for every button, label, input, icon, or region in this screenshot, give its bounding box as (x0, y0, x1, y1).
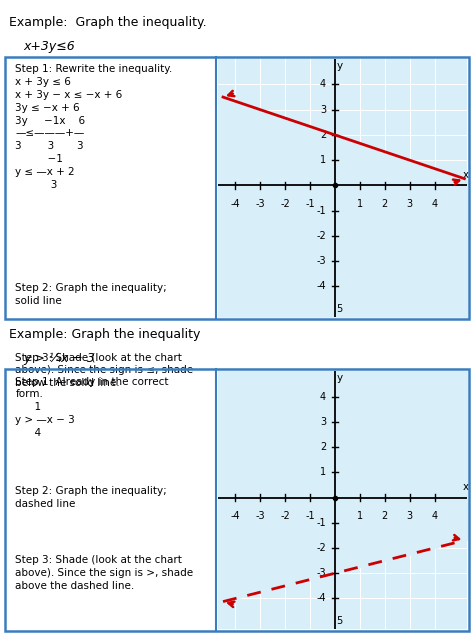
Text: 3: 3 (320, 417, 326, 427)
Text: -3: -3 (317, 568, 326, 578)
Text: 1: 1 (320, 155, 326, 165)
Text: Step 3: Shade (look at the chart
above). Since the sign is >, shade
above the da: Step 3: Shade (look at the chart above).… (15, 555, 193, 591)
Text: -1: -1 (317, 518, 326, 527)
Text: y: y (337, 61, 343, 71)
Text: 1: 1 (357, 511, 363, 521)
Text: -4: -4 (231, 511, 240, 521)
Text: -2: -2 (316, 543, 326, 553)
Text: 3: 3 (407, 199, 413, 209)
Text: -4: -4 (317, 594, 326, 603)
Text: 1: 1 (320, 468, 326, 477)
Text: 4: 4 (431, 511, 438, 521)
Text: 2: 2 (382, 511, 388, 521)
Text: -2: -2 (316, 231, 326, 241)
Text: 1: 1 (357, 199, 363, 209)
Text: Step 1: Rewrite the inequality.
x + 3y ≤ 6
x + 3y − x ≤ −x + 6
3y ≤ −x + 6
3y   : Step 1: Rewrite the inequality. x + 3y ≤… (15, 64, 173, 190)
Text: 2: 2 (382, 199, 388, 209)
Text: Step 2: Graph the inequality;
solid line: Step 2: Graph the inequality; solid line (15, 283, 167, 306)
Text: -1: -1 (317, 206, 326, 215)
Text: x: x (463, 482, 469, 492)
Text: 5: 5 (337, 616, 343, 626)
Text: -3: -3 (255, 199, 265, 209)
Text: -4: -4 (317, 282, 326, 291)
Text: 4: 4 (320, 80, 326, 89)
Text: 3: 3 (320, 104, 326, 115)
Text: 3: 3 (407, 511, 413, 521)
Text: -3: -3 (255, 511, 265, 521)
Text: x+3y≤6: x+3y≤6 (24, 39, 75, 53)
Text: -2: -2 (280, 199, 290, 209)
Text: x: x (463, 169, 469, 180)
Text: -2: -2 (280, 511, 290, 521)
Text: -4: -4 (231, 199, 240, 209)
Text: -1: -1 (305, 511, 315, 521)
Text: Example:  Graph the inequality.: Example: Graph the inequality. (9, 16, 207, 29)
Text: Step 3: Shade (look at the chart
above). Since the sign is ≤, shade
below the so: Step 3: Shade (look at the chart above).… (15, 353, 193, 388)
Text: Step 2: Graph the inequality;
dashed line: Step 2: Graph the inequality; dashed lin… (15, 486, 167, 509)
Text: 4: 4 (431, 199, 438, 209)
Text: 2: 2 (320, 130, 326, 140)
Text: Step 1: Already in the correct
form.
      1
y > —x − 3
      4: Step 1: Already in the correct form. 1 y… (15, 376, 169, 438)
Text: Example: Graph the inequality: Example: Graph the inequality (9, 328, 201, 341)
Text: 4: 4 (320, 392, 326, 401)
Text: -1: -1 (305, 199, 315, 209)
Text: y: y (337, 373, 343, 383)
Text: -3: -3 (317, 256, 326, 266)
Text: y > ¼x − 3: y > ¼x − 3 (24, 352, 96, 365)
Text: 2: 2 (320, 442, 326, 452)
Text: 5: 5 (337, 304, 343, 314)
